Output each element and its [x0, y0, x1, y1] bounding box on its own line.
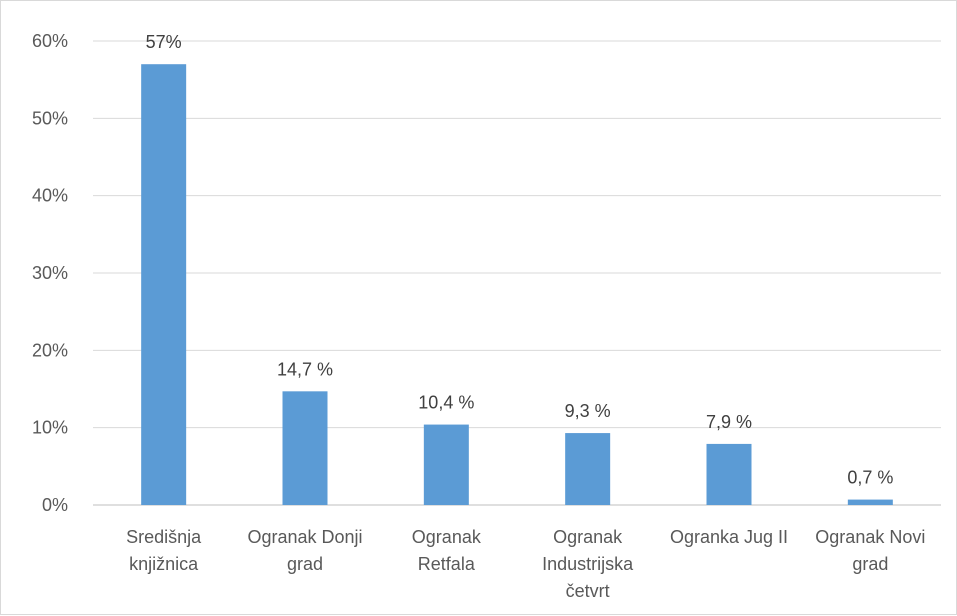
bar [141, 64, 187, 505]
category-label: knjižnica [129, 554, 199, 574]
data-labels: 57% 14,7 % 10,4 % 9,3 % 7,9 % 0,7 % [146, 32, 894, 487]
bars [141, 64, 893, 505]
y-tick-label: 50% [32, 108, 68, 128]
gridlines [93, 40, 941, 506]
y-tick-label: 40% [32, 186, 68, 206]
y-tick-label: 0% [42, 495, 68, 515]
y-tick-label: 10% [32, 418, 68, 438]
y-tick-label: 30% [32, 263, 68, 283]
bar [423, 424, 469, 505]
bar [282, 391, 328, 505]
bar [706, 443, 752, 505]
category-label: Retfala [418, 554, 476, 574]
x-axis-categories: Središnja knjižnica Ogranak Donji grad Ogran… [126, 527, 925, 601]
category-label: grad [287, 554, 323, 574]
data-label: 7,9 % [706, 412, 752, 432]
category-label: Ogranka Jug II [670, 527, 788, 547]
data-label: 9,3 % [565, 401, 611, 421]
category-label: Središnja [126, 527, 202, 547]
bar [847, 499, 893, 505]
y-tick-label: 60% [32, 31, 68, 51]
category-label: Ogranak [412, 527, 482, 547]
data-label: 0,7 % [847, 468, 893, 488]
category-label: Ogranak Novi [815, 527, 925, 547]
y-axis-ticks: 0% 10% 20% 30% 40% 50% 60% [32, 31, 68, 515]
category-label: Ogranak [553, 527, 623, 547]
category-label: Ogranak Donji [247, 527, 362, 547]
data-label: 57% [146, 32, 182, 52]
category-label: Industrijska [542, 554, 634, 574]
category-label: grad [852, 554, 888, 574]
bar [565, 433, 611, 505]
category-label: četvrt [566, 581, 610, 601]
data-label: 14,7 % [277, 359, 333, 379]
y-tick-label: 20% [32, 340, 68, 360]
data-label: 10,4 % [418, 393, 474, 413]
